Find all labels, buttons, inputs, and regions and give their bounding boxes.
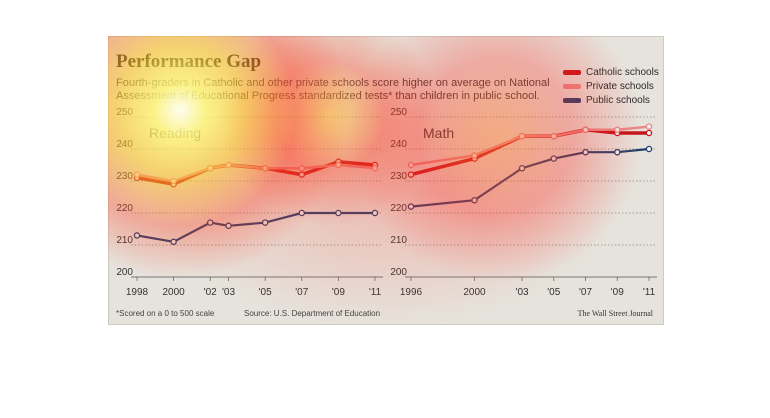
data-point-private-schools-2009 [335,161,342,169]
data-point-catholic-schools-2011 [645,129,653,137]
y-tick-label-240: 240 [390,139,407,150]
data-point-public-schools-2005 [261,219,269,226]
data-point-private-schools-2003 [518,132,526,140]
data-point-private-schools-2007 [298,164,306,172]
data-point-public-schools-2000 [471,196,478,204]
series-line-public-schools [410,147,650,208]
x-tick-label-2007: '07 [295,287,308,298]
data-point-public-schools-2003 [225,222,232,230]
x-tick-label-2000: 2000 [463,287,486,298]
data-point-private-schools-1996 [407,161,415,169]
chart-figure: Performance Gap Fourth-graders in Cathol… [108,36,664,325]
data-point-private-schools-2005 [550,132,558,140]
x-tick-label-1996: 1996 [400,287,423,298]
x-tick-label-2009: '09 [611,287,624,298]
data-point-public-schools-2005 [550,155,558,162]
data-point-public-schools-2011 [645,145,653,153]
series-line-public-schools [136,211,375,243]
data-point-public-schools-2007 [298,209,306,217]
data-point-public-schools-2009 [614,148,621,156]
x-tick-label-1998: 1998 [126,287,149,298]
y-tick-label-250: 250 [116,107,133,118]
data-point-private-schools-2011 [645,123,653,130]
y-tick-label-210: 210 [116,235,133,246]
y-tick-label-220: 220 [390,203,407,214]
x-tick-label-2000: 2000 [162,287,185,298]
data-point-public-schools-2007 [582,148,589,156]
x-tick-label-2009: '09 [332,287,345,298]
source-note: Source: U.S. Department of Education [244,309,381,318]
data-point-private-schools-2011 [371,164,379,172]
charts-svg: 200 210 220 230 240 250 1998 2000 '02 '03 '05 '07 '0… [116,107,657,298]
data-point-catholic-schools-2007 [298,171,306,178]
y-tick-label-220: 220 [116,203,133,214]
data-point-private-schools-2003 [225,161,232,169]
panel-title-math: Math [423,125,454,141]
x-tick-label-2005: '05 [259,287,272,298]
footnote: *Scored on a 0 to 500 scale [116,309,215,318]
y-tick-label-250: 250 [390,107,407,118]
chart-panel-1: 200 210 220 230 240 250 1996 2000 '03 '05 '07 '09 '1… [390,107,657,298]
x-tick-label-2011: '11 [369,287,382,298]
data-point-public-schools-2009 [335,209,342,217]
x-tick-label-2011: '11 [643,287,656,298]
data-point-public-schools-2011 [371,209,379,217]
data-point-private-schools-1998 [133,171,141,178]
x-tick-label-2007: '07 [579,287,592,298]
chart-panel-0: 200 210 220 230 240 250 1998 2000 '02 '03 '05 '07 '0… [116,107,383,298]
data-point-catholic-schools-1996 [407,171,415,178]
y-tick-label-200: 200 [116,267,133,278]
x-tick-label-2005: '05 [547,287,560,298]
data-point-public-schools-2000 [170,238,177,246]
data-point-private-schools-2000 [471,152,478,159]
y-tick-label-210: 210 [390,235,407,246]
data-point-private-schools-2002 [206,164,214,172]
data-point-public-schools-2002 [206,219,214,226]
data-point-private-schools-2005 [261,164,269,172]
x-tick-label-2003: '03 [222,287,235,298]
y-tick-label-200: 200 [390,267,407,278]
panel-title-reading: Reading [149,125,201,141]
data-point-public-schools-1996 [407,203,415,210]
x-tick-label-2002: '02 [204,287,217,298]
y-tick-label-230: 230 [390,171,407,182]
data-point-private-schools-2000 [170,177,177,185]
data-point-private-schools-2009 [614,126,621,134]
data-point-public-schools-1998 [133,232,141,239]
data-point-public-schools-2003 [518,164,526,172]
data-point-private-schools-2007 [582,126,589,134]
credit-note: The Wall Street Journal [577,309,653,318]
x-tick-label-2003: '03 [516,287,529,298]
y-tick-label-230: 230 [116,171,133,182]
y-tick-label-240: 240 [116,139,133,150]
